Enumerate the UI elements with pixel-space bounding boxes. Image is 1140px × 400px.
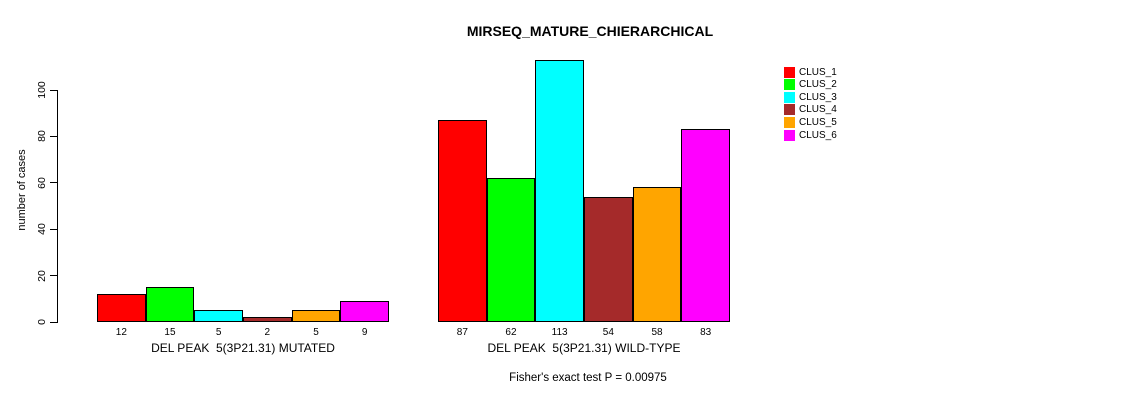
- legend-label: CLUS_2: [799, 79, 837, 91]
- bar-clus_5-group2: [632, 187, 682, 322]
- y-axis-tick-label: 20: [36, 269, 48, 282]
- bar-clus_2-group2: [486, 178, 536, 322]
- bar-value-label: 113: [551, 327, 568, 338]
- legend-swatch-clus_6: [784, 129, 795, 141]
- bar-clus_6-group2: [681, 129, 730, 322]
- bar-clus_5-group1: [291, 310, 341, 322]
- bar-clus_3-group2: [535, 59, 584, 322]
- x-group-label-mutated: DEL PEAK 5(3P21.31) MUTATED: [151, 341, 335, 355]
- y-axis-tick-label: 60: [36, 176, 48, 189]
- bar-value-label: 5: [313, 327, 319, 338]
- x-group-label-wild-type: DEL PEAK 5(3P21.31) WILD-TYPE: [487, 341, 681, 355]
- y-axis-tick: [50, 135, 57, 137]
- y-axis-tick: [50, 182, 57, 184]
- legend-swatch-clus_2: [784, 79, 795, 91]
- legend-swatch-clus_1: [784, 66, 795, 78]
- bar-value-label: 12: [115, 327, 127, 338]
- legend-label: CLUS_5: [799, 117, 837, 129]
- y-axis-tick: [50, 228, 57, 230]
- y-axis-label: number of cases: [16, 149, 28, 231]
- y-axis-tick-label: 40: [36, 223, 48, 236]
- legend-label: CLUS_3: [799, 91, 837, 103]
- y-axis-tick-label: 0: [36, 319, 48, 325]
- legend-label: CLUS_1: [799, 66, 837, 78]
- y-axis-tick: [50, 275, 57, 277]
- bar-value-label: 54: [602, 327, 614, 338]
- bar-value-label: 5: [215, 327, 222, 338]
- y-axis-tick-label: 100: [36, 81, 48, 99]
- bar-clus_1-group1: [97, 294, 146, 322]
- legend-swatch-clus_5: [784, 117, 795, 129]
- y-axis-tick: [50, 321, 57, 323]
- legend-label: CLUS_6: [799, 129, 837, 141]
- bar-clus_4-group1: [243, 317, 292, 322]
- bar-value-label: 2: [264, 327, 271, 338]
- bar-value-label: 87: [456, 327, 468, 338]
- bar-value-label: 83: [700, 327, 712, 338]
- legend-label: CLUS_4: [799, 104, 837, 116]
- y-axis-tick-label: 80: [36, 130, 48, 143]
- chart-title: MIRSEQ_MATURE_CHIERARCHICAL: [466, 23, 714, 39]
- bar-value-label: 15: [164, 327, 176, 338]
- bar-value-label: 9: [361, 327, 368, 338]
- legend-swatch-clus_4: [784, 104, 795, 116]
- bar-clus_3-group1: [194, 310, 243, 322]
- bar-clus_1-group2: [438, 120, 487, 322]
- bar-clus_6-group1: [340, 301, 389, 322]
- legend-swatch-clus_3: [784, 91, 795, 103]
- bar-clus_2-group1: [145, 287, 195, 322]
- fisher-test-footnote: Fisher's exact test P = 0.00975: [509, 372, 667, 384]
- y-axis-line: [57, 90, 58, 323]
- bar-clus_4-group2: [584, 196, 633, 322]
- bar-value-label: 58: [651, 327, 663, 338]
- bar-value-label: 62: [505, 327, 517, 338]
- y-axis-tick: [50, 89, 57, 91]
